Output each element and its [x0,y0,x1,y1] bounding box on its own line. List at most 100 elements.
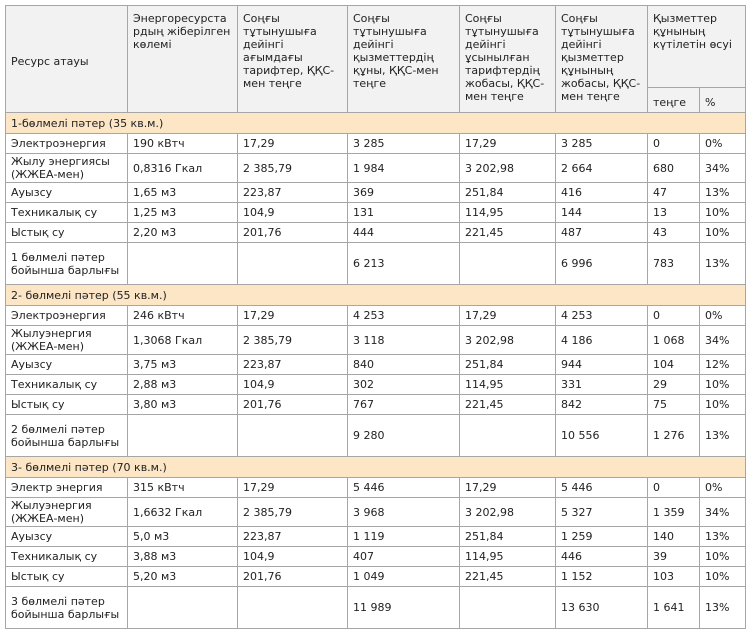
data-row: Электр энергия 315 кВтч 17,29 5 446 17,29 5 4… [5,477,746,498]
subheader-cell: % [699,87,746,113]
table-cell: 251,84 [459,354,556,375]
table-cell: 767 [347,394,460,415]
data-row: 3 бөлмелі пәтер бойынша барлығы 11 989 13 … [5,586,746,629]
table-cell: 140 [647,526,700,547]
header-cell: Энергоресурстардың жіберілген көлемі [127,5,238,113]
table-cell: 487 [555,222,648,243]
section-row: 1-бөлмелі пәтер (35 кв.м.) [5,112,746,134]
table-cell: 13 630 [555,586,648,629]
table-cell: 2,20 м3 [127,222,238,243]
data-row: Техникалық су 2,88 м3 104,9 302 114,95 331 29 1… [5,374,746,395]
table-cell [459,242,556,285]
table-cell: 75 [647,394,700,415]
table-cell: 17,29 [237,477,348,498]
table-cell: Жылуэнергия (ЖЖЕА-мен) [5,497,128,527]
table-cell: 1,65 м3 [127,182,238,203]
header-cell: Соңғы тұтынушыға дейінгі ұсынылған тариф… [459,5,556,113]
subheader-row: теңге % [6,87,746,113]
table-cell: 144 [555,202,648,223]
section-row: 3- бөлмелі пәтер (70 кв.м.) [5,456,746,478]
table-cell: 3,75 м3 [127,354,238,375]
table-cell: 0 [647,133,700,154]
table-cell [459,414,556,457]
table-cell: 3,80 м3 [127,394,238,415]
table-cell: 10% [699,222,746,243]
table-cell: 407 [347,546,460,567]
header-cell: Соңғы тұтынушыға дейінгі қызметтердің құ… [347,5,460,113]
table-cell: 1,6632 Гкал [127,497,238,527]
table-cell: 47 [647,182,700,203]
data-row: Ыстық су 5,20 м3 201,76 1 049 221,45 1 152 103… [5,566,746,587]
table-cell: 10 556 [555,414,648,457]
table-cell: 223,87 [237,526,348,547]
table-cell: 331 [555,374,648,395]
table-cell: Электр энергия [5,477,128,498]
table-cell: Ыстық су [5,222,128,243]
data-row: Ауызсу 3,75 м3 223,87 840 251,84 944 104 12% [5,354,746,375]
section-title: 2- бөлмелі пәтер (55 кв.м.) [5,284,746,306]
data-row: Техникалық су 1,25 м3 104,9 131 114,95 144 13 1… [5,202,746,223]
table-cell: 5,0 м3 [127,526,238,547]
table-cell: 840 [347,354,460,375]
table-cell: 416 [555,182,648,203]
table-cell: 17,29 [237,133,348,154]
table-cell: 43 [647,222,700,243]
table-cell: 104,9 [237,202,348,223]
table-cell: 4 253 [347,305,460,326]
table-cell: 3 202,98 [459,497,556,527]
table-cell: 13% [699,182,746,203]
data-row: Жылуэнергия (ЖЖЕА-мен) 1,3068 Гкал 2 385,7… [5,325,746,355]
data-row: 1 бөлмелі пәтер бойынша барлығы 6 213 6 99… [5,242,746,285]
table-cell: 5 327 [555,497,648,527]
table-cell: 13% [699,526,746,547]
data-row: Ауызсу 1,65 м3 223,87 369 251,84 416 47 13% [5,182,746,203]
table-cell: 842 [555,394,648,415]
table-cell: 0% [699,477,746,498]
table-cell: 3 968 [347,497,460,527]
table-body: 1-бөлмелі пәтер (35 кв.м.) Электроэнергия… [5,112,746,629]
table-cell: 10% [699,546,746,567]
table-cell: 190 кВтч [127,133,238,154]
data-row: Техникалық су 3,88 м3 104,9 407 114,95 446 39 1… [5,546,746,567]
table-cell: 302 [347,374,460,395]
table-cell: 10% [699,374,746,395]
table-cell [459,586,556,629]
table-cell: 1 641 [647,586,700,629]
table-cell: 5 446 [347,477,460,498]
table-cell: 3 бөлмелі пәтер бойынша барлығы [5,586,128,629]
table-cell: Ауызсу [5,182,128,203]
table-cell: 34% [699,325,746,355]
table-cell: 2 бөлмелі пәтер бойынша барлығы [5,414,128,457]
table-cell: 104 [647,354,700,375]
table-cell [237,242,348,285]
table-cell: 1 259 [555,526,648,547]
header-cell: Соңғы тұтынушыға дейінгі ағымдағы тарифт… [237,5,348,113]
table-cell: Ауызсу [5,354,128,375]
table-cell: 4 253 [555,305,648,326]
table-cell: 1 049 [347,566,460,587]
table-cell: 13% [699,242,746,285]
table-cell: 0% [699,133,746,154]
table-cell: 2 664 [555,153,648,183]
table-cell: 3 285 [555,133,648,154]
table-cell [127,414,238,457]
table-cell: 10% [699,202,746,223]
table-cell [237,586,348,629]
section-title: 3- бөлмелі пәтер (70 кв.м.) [5,456,746,478]
data-row: Электроэнергия 190 кВтч 17,29 3 285 17,29 3 2… [5,133,746,154]
data-row: Жылу энергиясы (ЖЖЕА-мен) 0,8316 Гкал 2 38… [5,153,746,183]
table-cell: 17,29 [459,477,556,498]
table-cell: 103 [647,566,700,587]
table-cell: 5,20 м3 [127,566,238,587]
table-cell: 0 [647,305,700,326]
table-cell: 17,29 [459,133,556,154]
table-cell: 2 385,79 [237,497,348,527]
header-cell: Ресурс атауы [5,5,128,113]
section-title: 1-бөлмелі пәтер (35 кв.м.) [5,112,746,134]
table-cell: Электроэнергия [5,305,128,326]
table-cell: 251,84 [459,182,556,203]
table-cell: 104,9 [237,546,348,567]
table-cell: 1 152 [555,566,648,587]
table-cell: 104,9 [237,374,348,395]
table-cell: 34% [699,497,746,527]
